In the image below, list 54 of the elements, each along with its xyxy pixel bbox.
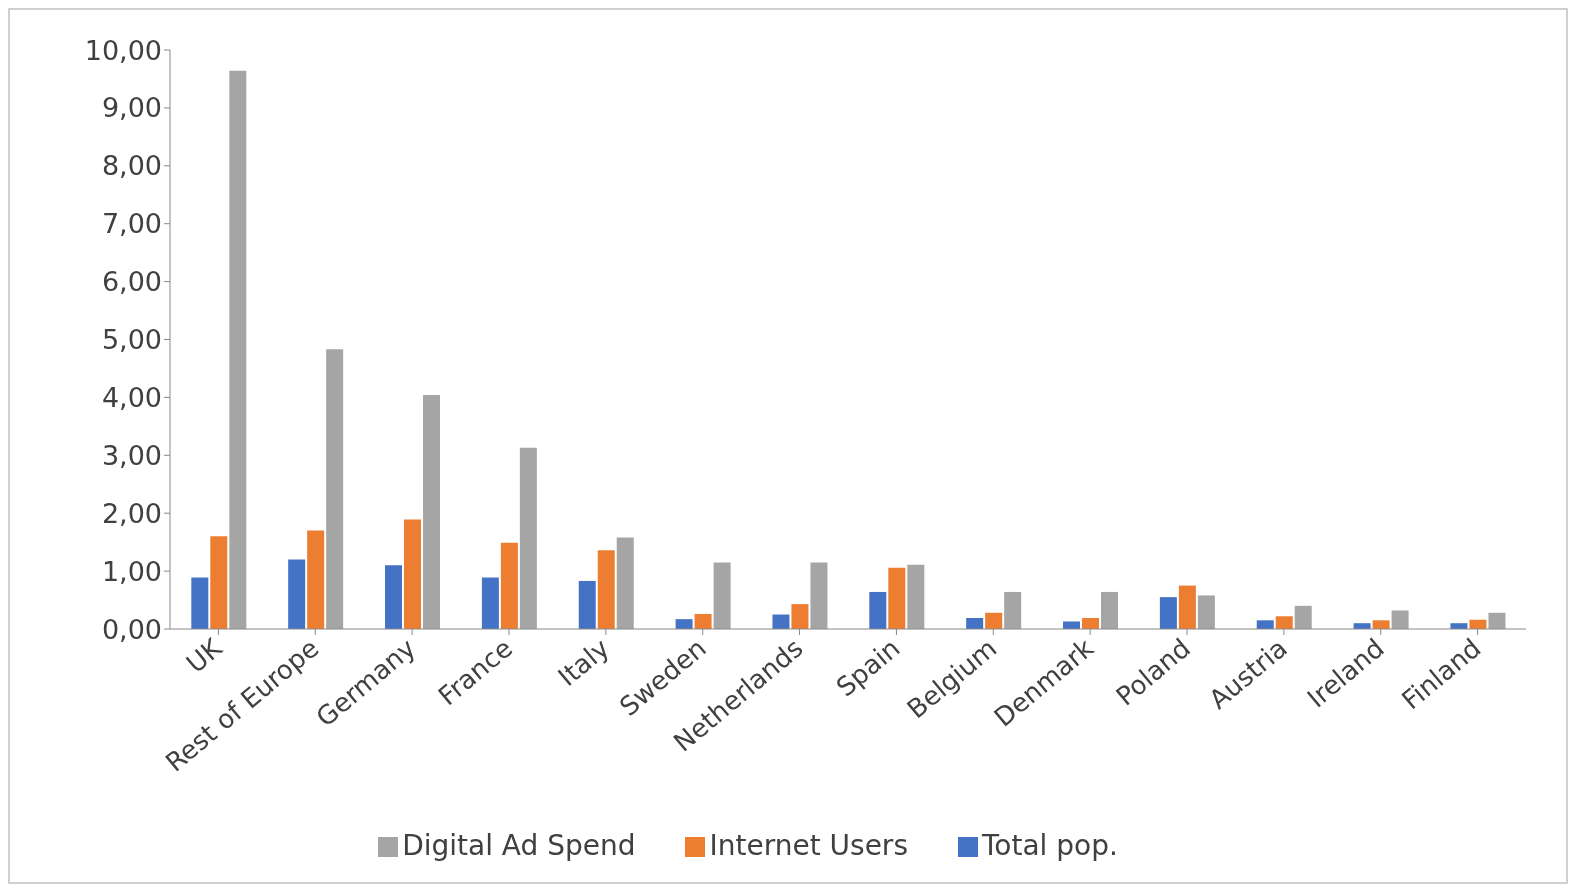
bar bbox=[985, 612, 1003, 629]
bar bbox=[326, 349, 344, 629]
bar bbox=[210, 536, 228, 629]
bar bbox=[385, 565, 403, 629]
bar bbox=[694, 613, 712, 629]
y-tick-label: 0,00 bbox=[101, 613, 162, 645]
bar bbox=[869, 591, 887, 629]
y-tick-label: 4,00 bbox=[101, 381, 162, 413]
bar bbox=[772, 614, 790, 629]
bar bbox=[810, 562, 828, 629]
bar bbox=[404, 519, 422, 629]
bar bbox=[481, 577, 499, 629]
bar bbox=[500, 542, 518, 629]
bar bbox=[888, 567, 906, 629]
bar bbox=[713, 562, 731, 629]
bar bbox=[616, 537, 634, 629]
bar bbox=[1256, 620, 1274, 629]
bar bbox=[519, 447, 537, 629]
bar bbox=[229, 70, 247, 629]
y-tick-label: 3,00 bbox=[101, 439, 162, 471]
x-tick-label: UK bbox=[180, 632, 229, 679]
bar bbox=[1178, 585, 1196, 629]
y-tick-label: 1,00 bbox=[101, 555, 162, 587]
y-tick-label: 10,00 bbox=[84, 34, 162, 66]
bar bbox=[1197, 595, 1215, 629]
y-tick-label: 6,00 bbox=[101, 266, 162, 298]
bar bbox=[307, 530, 325, 629]
bar bbox=[1004, 591, 1022, 629]
bar bbox=[966, 618, 984, 629]
bar bbox=[675, 619, 693, 629]
bar bbox=[1488, 612, 1506, 629]
y-tick-label: 7,00 bbox=[101, 208, 162, 240]
bar bbox=[1101, 591, 1119, 629]
bar bbox=[1063, 621, 1081, 629]
y-tick-label: 2,00 bbox=[101, 497, 162, 529]
bar bbox=[1372, 620, 1390, 629]
y-tick-label: 9,00 bbox=[101, 92, 162, 124]
bar bbox=[1159, 597, 1177, 629]
y-tick-label: 8,00 bbox=[101, 150, 162, 182]
bar bbox=[578, 580, 596, 629]
bar bbox=[1294, 605, 1312, 629]
bar bbox=[1391, 610, 1409, 629]
legend-label: Total pop. bbox=[981, 829, 1118, 862]
y-tick-label: 5,00 bbox=[101, 324, 162, 356]
bar bbox=[191, 577, 209, 629]
bar bbox=[907, 564, 925, 629]
bar bbox=[791, 604, 809, 629]
bar bbox=[1082, 618, 1100, 629]
legend-label: Internet Users bbox=[709, 829, 908, 862]
bar bbox=[1275, 616, 1293, 629]
bar bbox=[423, 395, 441, 629]
bar bbox=[288, 559, 306, 629]
bar bbox=[597, 550, 615, 629]
legend-label: Digital Ad Spend bbox=[402, 829, 636, 862]
